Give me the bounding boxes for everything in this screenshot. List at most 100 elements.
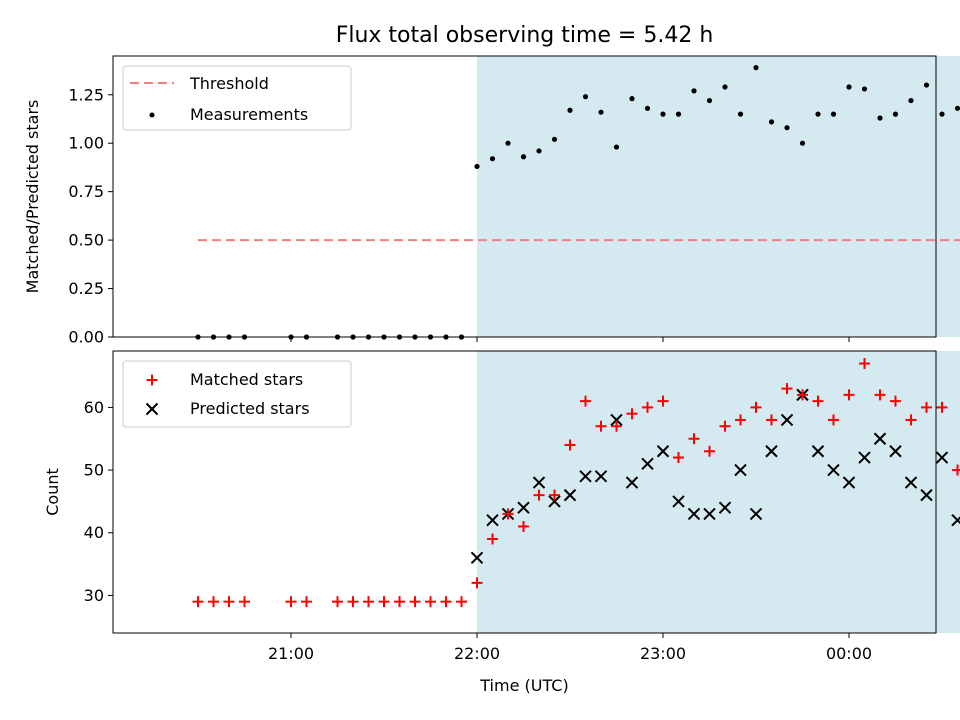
- x-tick-label: 23:00: [640, 644, 686, 663]
- ratio-legend: Threshold Measurements: [122, 65, 352, 131]
- predicted-star-marker: [579, 470, 592, 483]
- y-tick-label: 60: [84, 398, 104, 417]
- y-tick-label: 0.75: [68, 182, 104, 201]
- y-tick-label: 0.25: [68, 279, 104, 298]
- predicted-star-marker: [889, 445, 902, 458]
- predicted-star-marker: [486, 513, 499, 527]
- measurement-point: [722, 84, 728, 90]
- measurement-point: [474, 163, 480, 170]
- matched-stars-points: [192, 358, 960, 608]
- matched-star-marker: [301, 596, 312, 608]
- measurement-point: [737, 111, 744, 117]
- matched-star-marker: [208, 596, 219, 608]
- count-y-ticks: 30 40 50 60: [84, 398, 113, 605]
- matched-star-marker: [797, 389, 808, 401]
- y-tick-label: 50: [84, 461, 104, 480]
- matched-star-marker: [905, 414, 917, 426]
- measurement-point: [567, 107, 573, 113]
- predicted-star-marker: [718, 501, 732, 514]
- matched-star-marker: [425, 596, 436, 608]
- measurement-point: [784, 125, 790, 131]
- ratio-legend-box: [122, 65, 352, 131]
- predicted-star-marker: [687, 507, 701, 521]
- measurement-point: [644, 105, 651, 111]
- matched-star-marker: [239, 596, 250, 608]
- predicted-star-marker: [625, 476, 639, 489]
- matched-star-marker: [719, 420, 731, 432]
- matched-star-marker: [394, 596, 405, 608]
- predicted-star-marker: [532, 476, 546, 489]
- measurement-point: [861, 86, 868, 92]
- matched-star-marker: [626, 408, 638, 420]
- matched-star-marker: [471, 577, 483, 589]
- measurement-point: [489, 156, 496, 162]
- ratio-x-ticks: [290, 337, 850, 342]
- ratio-y-axis-label: Matched/Predicted stars: [23, 100, 42, 294]
- measurement-point: [799, 140, 806, 146]
- predicted-star-marker: [703, 507, 716, 521]
- legend-predicted-label: Predicted stars: [190, 399, 310, 418]
- measurement-point: [892, 111, 899, 117]
- predicted-star-marker: [145, 402, 159, 416]
- matched-star-marker: [502, 508, 514, 520]
- matched-star-marker: [781, 383, 793, 395]
- matched-star-marker: [673, 452, 684, 464]
- matched-star-marker: [750, 401, 762, 413]
- matched-star-marker: [735, 414, 746, 426]
- measurement-point: [629, 96, 635, 102]
- matched-star-marker: [642, 401, 653, 413]
- measurement-point: [598, 109, 604, 115]
- matched-star-marker: [611, 420, 622, 432]
- matched-star-marker: [890, 395, 901, 407]
- matched-star-marker: [564, 439, 576, 451]
- chart-title: Flux total observing time = 5.42 h: [336, 23, 714, 48]
- matched-star-marker: [363, 596, 374, 608]
- matched-star-marker: [812, 395, 824, 407]
- measurement-point: [706, 97, 713, 104]
- measurement-point: [520, 154, 527, 160]
- predicted-star-marker: [935, 451, 949, 464]
- predicted-star-marker: [610, 413, 623, 427]
- matched-star-marker: [332, 596, 343, 608]
- predicted-star-marker: [920, 488, 933, 502]
- predicted-star-marker: [951, 513, 960, 527]
- x-tick-label: 00:00: [826, 644, 872, 663]
- measurement-point: [691, 88, 697, 94]
- legend-predicted-swatch: [145, 402, 159, 416]
- matched-star-marker: [440, 596, 452, 608]
- y-tick-label: 0.00: [68, 328, 104, 347]
- matched-star-marker: [952, 464, 960, 476]
- matched-star-marker: [549, 489, 560, 501]
- matched-star-marker: [657, 395, 669, 407]
- y-tick-label: 30: [84, 586, 104, 605]
- predicted-star-marker: [827, 463, 840, 477]
- measurement-point: [551, 136, 558, 142]
- matched-star-marker: [378, 596, 390, 608]
- measurement-point: [954, 105, 960, 111]
- measurement-point: [753, 65, 759, 71]
- x-tick-label: 21:00: [268, 644, 314, 663]
- matched-star-marker: [859, 358, 870, 370]
- predicted-star-marker: [780, 413, 794, 427]
- predicted-star-marker: [563, 488, 577, 502]
- measurement-point: [939, 111, 945, 117]
- x-axis-label: Time (UTC): [479, 676, 568, 695]
- matched-star-marker: [487, 533, 498, 545]
- matched-star-marker: [828, 414, 839, 426]
- measurement-point: [505, 140, 511, 146]
- x-tick-label: 22:00: [454, 644, 500, 663]
- predicted-star-marker: [765, 445, 778, 458]
- matched-star-marker: [285, 596, 297, 608]
- matched-star-marker: [409, 596, 421, 608]
- predicted-star-marker: [873, 432, 887, 445]
- matched-star-marker: [146, 374, 158, 386]
- legend-matched-swatch: [146, 374, 158, 386]
- measurement-point: [660, 111, 666, 117]
- y-tick-label: 1.00: [68, 134, 104, 153]
- observing-window-shade: [477, 56, 960, 337]
- predicted-star-marker: [749, 507, 763, 521]
- ratio-panel: 0.00 0.25 0.50 0.75 1.00 1.25 Flux total obse…: [23, 23, 960, 347]
- matched-star-marker: [874, 389, 886, 401]
